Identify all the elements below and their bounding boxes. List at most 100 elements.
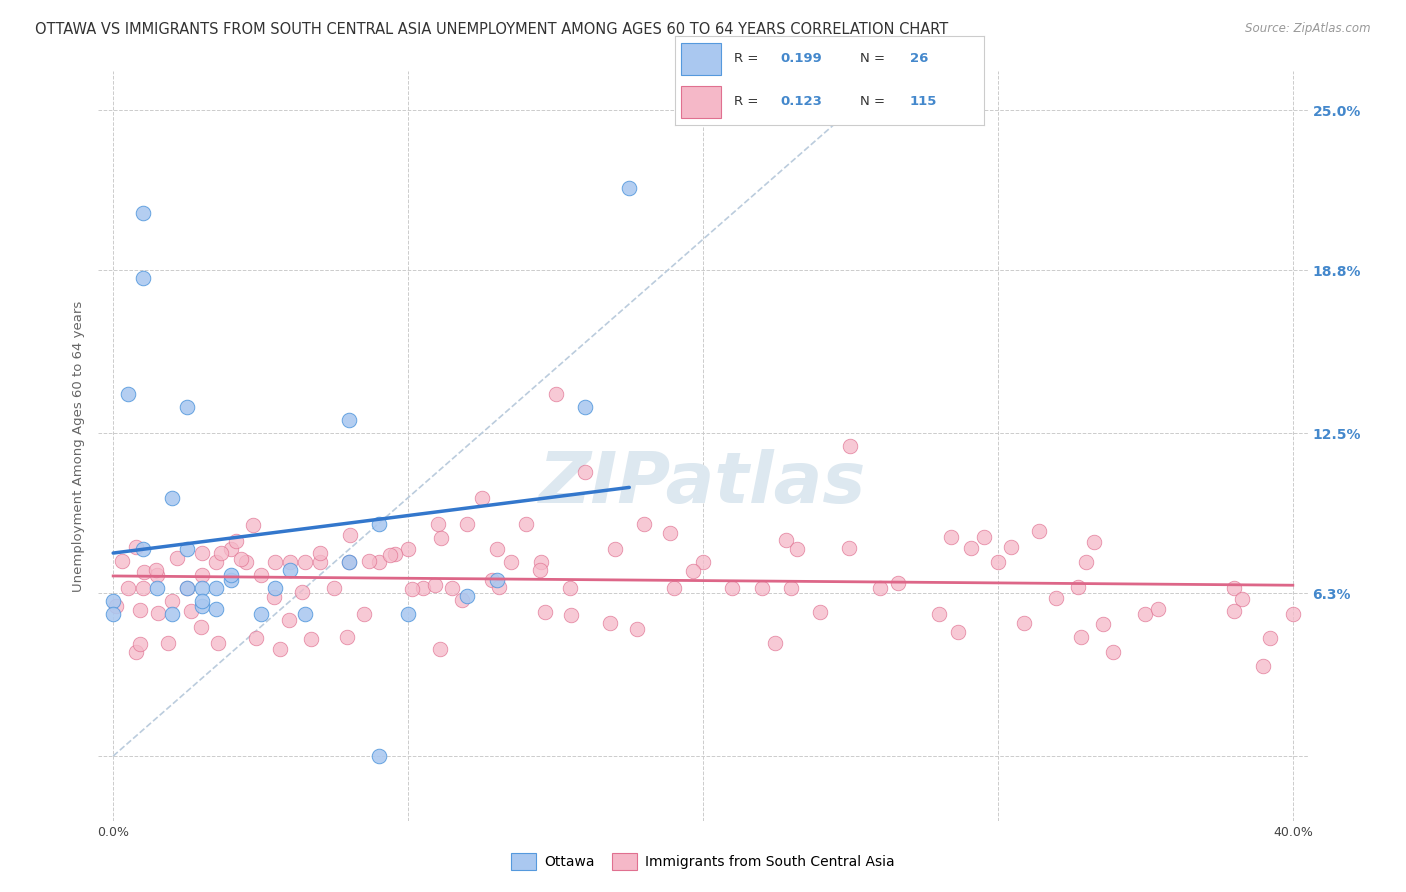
Point (838, 541, 860, 556)
Point (209, 546, 232, 560)
Point (560, 608, 582, 623)
FancyBboxPatch shape (681, 86, 721, 118)
Point (1253, 658, 1275, 673)
Point (219, 568, 242, 582)
Point (763, 636, 786, 650)
Point (205, 555, 228, 569)
Point (205, 601, 228, 615)
Point (278, 555, 301, 569)
Text: ZIPatlas: ZIPatlas (540, 449, 866, 518)
Point (291, 584, 314, 599)
Point (1223, 604, 1246, 618)
Point (451, 592, 474, 607)
Point (353, 607, 375, 621)
Point (294, 555, 316, 569)
Point (176, 581, 198, 595)
Point (337, 413, 360, 427)
Point (501, 555, 523, 569)
Point (560, 581, 582, 595)
Point (426, 516, 449, 531)
Point (662, 581, 685, 595)
Point (1147, 602, 1170, 616)
Point (191, 546, 214, 560)
Text: 26: 26 (910, 53, 928, 65)
Point (412, 581, 434, 595)
Point (1232, 591, 1254, 606)
Point (780, 581, 803, 595)
Point (249, 607, 271, 621)
Point (111, 554, 134, 568)
Point (1258, 632, 1281, 646)
Point (190, 568, 212, 582)
Point (456, 589, 478, 603)
Y-axis label: Unemployment Among Ages 60 to 64 years: Unemployment Among Ages 60 to 64 years (72, 301, 86, 591)
Point (146, 606, 169, 620)
Point (278, 614, 301, 628)
Point (367, 555, 389, 569)
Point (205, 581, 228, 595)
Point (887, 576, 910, 591)
Point (839, 439, 862, 453)
Point (101, 594, 124, 608)
Point (131, 581, 153, 595)
Text: 0.123: 0.123 (780, 95, 823, 108)
Point (481, 573, 503, 587)
Legend: Ottawa, Immigrants from South Central Asia: Ottawa, Immigrants from South Central As… (512, 853, 894, 870)
Point (751, 581, 773, 595)
Point (530, 555, 553, 569)
Point (1092, 617, 1115, 632)
Point (336, 630, 359, 644)
Point (485, 542, 508, 557)
Point (249, 568, 271, 582)
Point (129, 638, 152, 652)
Point (160, 607, 183, 621)
Point (380, 548, 402, 562)
Text: 115: 115 (910, 95, 938, 108)
Point (574, 465, 596, 479)
Point (225, 534, 247, 549)
Point (544, 387, 567, 401)
Point (264, 581, 287, 595)
Point (263, 591, 285, 605)
Point (721, 581, 744, 595)
Text: OTTAWA VS IMMIGRANTS FROM SOUTH CENTRAL ASIA UNEMPLOYMENT AMONG AGES 60 TO 64 YE: OTTAWA VS IMMIGRANTS FROM SOUTH CENTRAL … (35, 22, 949, 37)
Text: N =: N = (860, 53, 890, 65)
Point (1070, 630, 1092, 644)
Point (339, 528, 361, 542)
Point (488, 580, 510, 594)
Point (129, 603, 152, 617)
Point (682, 564, 704, 578)
Point (775, 533, 797, 548)
Text: R =: R = (734, 53, 762, 65)
Point (117, 581, 139, 595)
Point (105, 599, 128, 614)
Point (235, 555, 257, 569)
Point (131, 271, 153, 285)
Point (337, 555, 360, 569)
Point (308, 555, 330, 569)
Point (534, 605, 557, 619)
Point (190, 594, 212, 608)
FancyBboxPatch shape (681, 43, 721, 75)
Point (973, 530, 995, 544)
Point (946, 624, 969, 639)
Point (180, 604, 202, 618)
Point (659, 525, 682, 540)
Point (219, 542, 242, 557)
Point (987, 555, 1010, 569)
Point (242, 518, 264, 533)
Point (176, 581, 198, 595)
Point (160, 594, 183, 608)
Point (146, 568, 169, 582)
Point (1067, 580, 1090, 594)
Point (264, 555, 287, 569)
Point (323, 581, 346, 595)
Point (1045, 591, 1067, 605)
Text: 0.199: 0.199 (780, 53, 821, 65)
Point (176, 542, 198, 557)
Text: R =: R = (734, 95, 762, 108)
Point (471, 491, 494, 505)
Point (574, 401, 596, 415)
Point (515, 516, 537, 531)
Point (869, 581, 891, 595)
